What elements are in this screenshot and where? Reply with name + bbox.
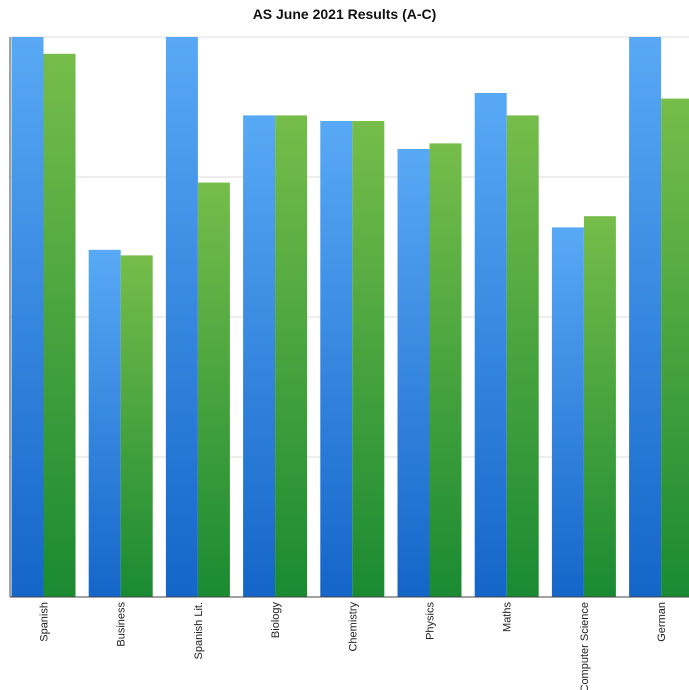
bar-series-2	[352, 121, 385, 597]
bar-series-2	[275, 115, 308, 598]
bar-series-1	[397, 149, 430, 597]
category-label: Computer Science	[579, 602, 591, 690]
bar-series-2	[43, 53, 76, 598]
category-label: Physics	[425, 602, 437, 640]
category-label: Spanish	[39, 602, 51, 642]
bar-series-2	[583, 216, 616, 597]
bar-series-1	[88, 249, 121, 598]
category-label: Spanish Lit.	[193, 602, 205, 659]
bar-series-1	[243, 115, 276, 598]
bar-series-1	[11, 37, 44, 597]
bar-series-2	[506, 115, 539, 598]
category-label: Chemistry	[347, 602, 359, 652]
axes	[9, 37, 689, 598]
bars	[11, 37, 689, 598]
bar-series-1	[629, 37, 662, 597]
bar-series-2	[197, 182, 230, 597]
category-labels: Spanish Business Spanish Lit. Biology Chemis…	[39, 602, 669, 690]
category-label: Maths	[502, 602, 514, 632]
bar-series-1	[165, 37, 198, 597]
category-label: Biology	[270, 602, 282, 639]
bar-series-1	[551, 227, 584, 597]
chart-title: AS June 2021 Results (A-C)	[252, 6, 437, 22]
category-label: German	[656, 602, 668, 642]
bar-series-2	[661, 98, 689, 597]
bar-series-1	[474, 93, 507, 597]
category-label: Business	[116, 602, 128, 647]
bar-series-2	[429, 143, 462, 597]
bar-series-1	[320, 121, 353, 597]
bar-series-2	[120, 255, 153, 597]
